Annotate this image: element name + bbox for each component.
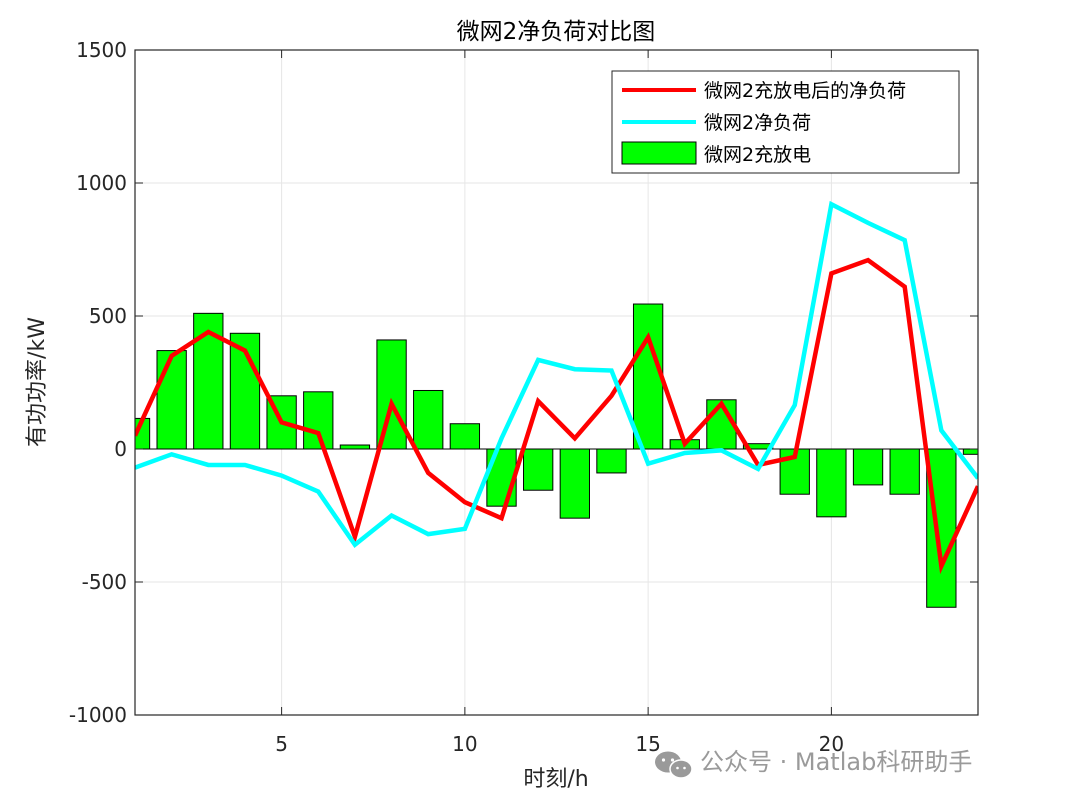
ticks: 5 10 15 20 -1000 -500 0 500 1000 1500 <box>69 38 978 756</box>
wechat-icon <box>655 751 693 779</box>
legend-swatch-bar <box>621 141 697 165</box>
x-tick-label: 20 <box>819 732 844 756</box>
x-tick-label: 15 <box>635 732 660 756</box>
series-line-1 <box>135 200 978 549</box>
x-axis-label: 时刻/h <box>523 767 588 792</box>
bar <box>156 350 187 450</box>
y-tick-label: 1000 <box>76 171 127 195</box>
y-tick-label: 0 <box>114 437 127 461</box>
series-line-0 <box>135 257 978 575</box>
y-tick-label: -500 <box>82 570 127 594</box>
line-series <box>135 200 978 575</box>
bar <box>632 303 664 450</box>
bar <box>596 448 627 474</box>
bar <box>413 389 444 450</box>
bar <box>303 391 334 450</box>
legend-label: 微网2净负荷 <box>704 112 811 134</box>
bar <box>486 448 517 507</box>
y-tick-label: -1000 <box>69 703 127 727</box>
x-tick-label: 5 <box>275 732 288 756</box>
chart-title: 微网2净负荷对比图 <box>457 19 656 45</box>
legend-label: 微网2充放电 <box>704 144 811 166</box>
y-tick-label: 1500 <box>76 38 127 62</box>
plot-frame <box>134 49 979 716</box>
bar <box>926 448 957 608</box>
bar <box>229 332 261 450</box>
bar <box>559 448 590 519</box>
y-axis-label: 有功功率/kW <box>25 317 50 447</box>
bar <box>852 448 884 486</box>
bar <box>889 448 920 495</box>
legend-label: 微网2充放电后的净负荷 <box>704 80 906 102</box>
watermark-text: 公众号 · Matlab科研助手 <box>700 748 972 776</box>
bar <box>816 448 847 518</box>
watermark: 公众号 · Matlab科研助手 <box>655 748 972 779</box>
bar <box>449 423 481 450</box>
x-tick-label: 10 <box>452 732 477 756</box>
y-tick-label: 500 <box>89 304 127 328</box>
bar <box>523 448 554 491</box>
legend: 微网2充放电后的净负荷 微网2净负荷 微网2充放电 <box>611 70 960 174</box>
bar <box>339 444 371 450</box>
